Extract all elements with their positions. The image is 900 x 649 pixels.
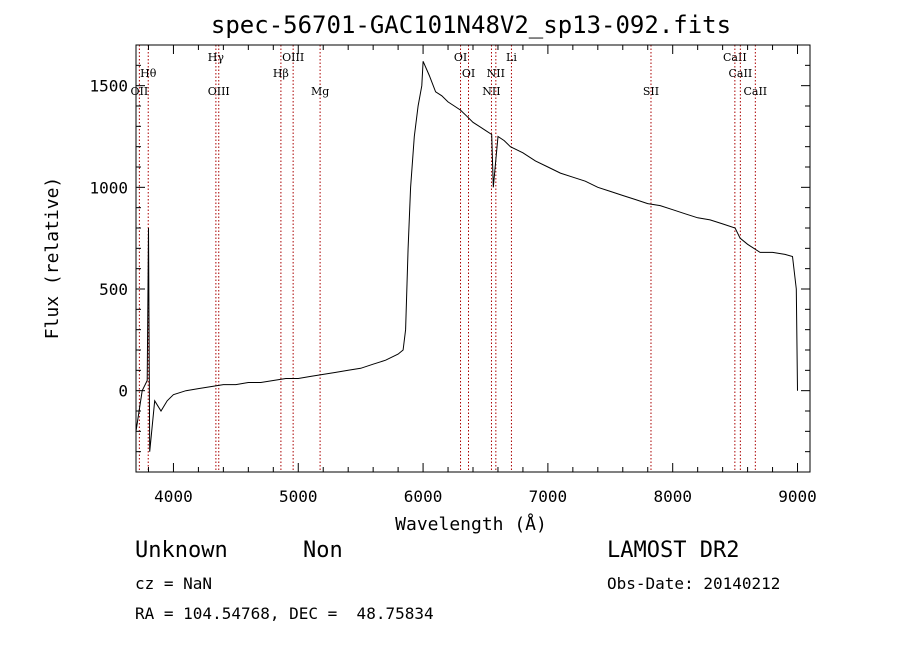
y-tick-label-3: 1500 — [89, 77, 128, 96]
line-label-4: Hβ — [273, 67, 289, 80]
line-label-15: CaII — [743, 85, 767, 98]
y-tick-label-1: 500 — [99, 280, 128, 299]
x-tick-label-3: 7000 — [529, 487, 568, 506]
x-tick-label-1: 5000 — [279, 487, 318, 506]
line-label-6: Mg — [311, 85, 329, 98]
line-label-0: Hθ — [140, 67, 157, 80]
chart-title: spec-56701-GAC101N48V2_sp13-092.fits — [211, 11, 731, 39]
plot-frame — [135, 44, 811, 473]
line-label-1: OII — [131, 85, 149, 98]
y-axis-label: Flux (relative) — [42, 177, 63, 340]
coordinates: RA = 104.54768, DEC = 48.75834 — [135, 604, 434, 623]
line-label-12: SII — [643, 85, 659, 98]
y-tick-label-2: 1000 — [89, 178, 128, 197]
y-tick-label-0: 0 — [118, 382, 128, 401]
emission-line-markers: HθOIIHγOIIIHβOIIIMgOIOINIINIILiSIICaIICa… — [131, 45, 767, 472]
axis-ticks: 4000 5000 6000 7000 8000 9000 0 500 1000 1500 — [89, 45, 817, 506]
survey-label: LAMOST DR2 — [607, 538, 740, 563]
line-label-14: CaII — [729, 67, 753, 80]
x-tick-label-0: 4000 — [154, 487, 193, 506]
redshift-value: cz = NaN — [135, 574, 213, 593]
object-class: Unknown — [135, 538, 228, 563]
line-label-13: CaII — [723, 51, 747, 64]
line-label-11: Li — [506, 51, 517, 64]
object-subclass: Non — [303, 538, 343, 563]
observation-date: Obs-Date: 20140212 — [607, 574, 781, 593]
line-label-2: Hγ — [208, 51, 225, 64]
spectrum-chart: spec-56701-GAC101N48V2_sp13-092.fits Hθ O… — [42, 11, 817, 535]
spectrum-series — [135, 61, 798, 452]
x-tick-label-4: 8000 — [653, 487, 692, 506]
line-label-8: OI — [462, 67, 475, 80]
line-label-7: OI — [454, 51, 467, 64]
line-label-3: OIII — [208, 85, 230, 98]
line-label-10: NII — [487, 67, 505, 80]
x-tick-label-5: 9000 — [778, 487, 817, 506]
line-label-9: NII — [482, 85, 500, 98]
x-tick-label-2: 6000 — [404, 487, 443, 506]
spectrum-line-0 — [135, 61, 798, 452]
x-axis-label: Wavelength (Å) — [395, 513, 547, 535]
line-label-5: OIII — [282, 51, 304, 64]
